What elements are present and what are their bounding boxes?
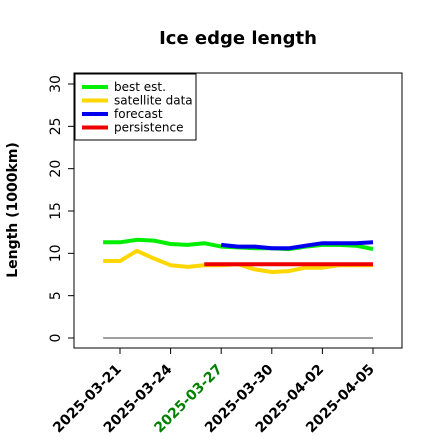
- legend: best est.satellite dataforecastpersisten…: [74, 73, 197, 141]
- y-tick-label: 10: [48, 244, 64, 262]
- series-line-forecast: [220, 240, 374, 251]
- legend-label: satellite data: [114, 94, 193, 108]
- legend-label: best est.: [114, 80, 166, 94]
- y-axis: 0 5 10 15 20 25 30: [48, 75, 74, 342]
- x-axis: 2025-03-212025-03-242025-03-272025-03-30…: [50, 348, 378, 436]
- y-tick-label: 0: [48, 334, 64, 343]
- y-tick-label: 25: [48, 117, 64, 135]
- legend-label: forecast: [114, 107, 163, 121]
- series-line-satellite-data: [103, 248, 373, 274]
- y-tick-label: 30: [48, 75, 64, 93]
- y-tick-label: 20: [48, 160, 64, 178]
- y-tick-label: 15: [48, 202, 64, 220]
- y-axis-label: Length (1000km): [5, 142, 21, 278]
- legend-label: persistence: [114, 121, 183, 135]
- series-lines: [103, 237, 374, 274]
- chart-title: Ice edge length: [159, 28, 317, 49]
- y-tick-label: 5: [48, 291, 64, 300]
